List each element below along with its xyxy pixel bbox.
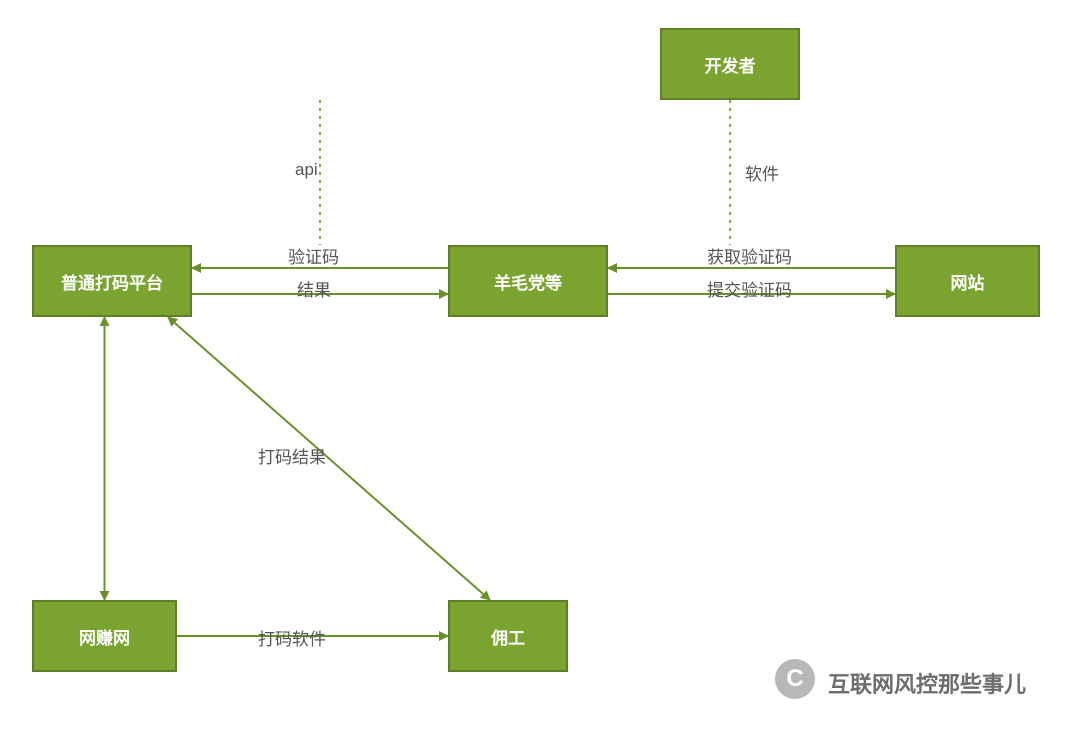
- node-wangzhuan: 网赚网: [32, 600, 177, 672]
- edge-label: 验证码: [288, 243, 339, 268]
- edge-label: 打码软件: [258, 625, 326, 650]
- node-laborer: 佣工: [448, 600, 568, 672]
- edge-label: 结果: [297, 276, 331, 301]
- node-website: 网站: [895, 245, 1040, 317]
- edge-label: 获取验证码: [707, 243, 792, 268]
- watermark-icon: C: [775, 659, 815, 699]
- node-yangmao: 羊毛党等: [448, 245, 608, 317]
- edge-label: 提交验证码: [707, 276, 792, 301]
- node-platform: 普通打码平台: [32, 245, 192, 317]
- node-developer: 开发者: [660, 28, 800, 100]
- edge-label: 软件: [745, 160, 779, 185]
- edge-label: api: [295, 160, 318, 180]
- edge-label: 打码结果: [258, 443, 326, 468]
- watermark-text: 互联网风控那些事儿: [828, 667, 1026, 699]
